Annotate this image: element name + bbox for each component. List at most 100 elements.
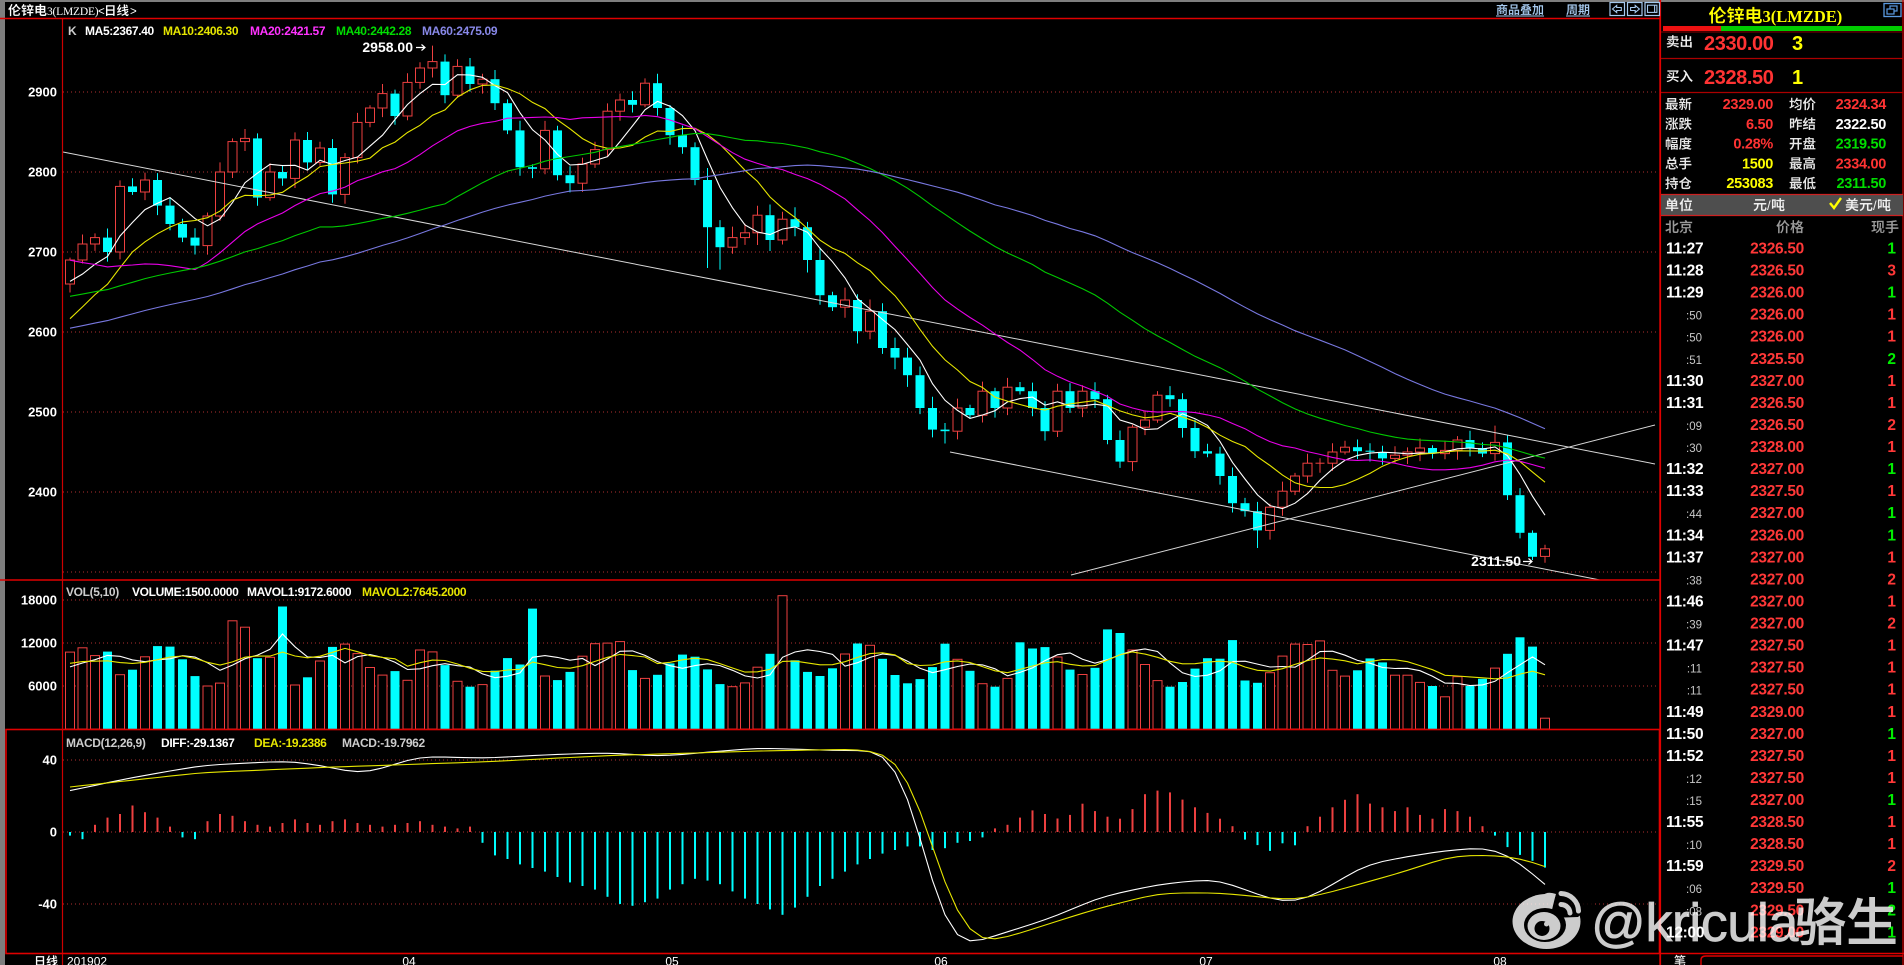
svg-text:2: 2 — [1887, 858, 1896, 875]
svg-text:12:00: 12:00 — [1666, 924, 1704, 941]
svg-text:11:31: 11:31 — [1666, 395, 1704, 412]
svg-text:VOL(5,10): VOL(5,10) — [66, 585, 119, 599]
svg-text:11:34: 11:34 — [1666, 527, 1704, 544]
svg-text:2327.00: 2327.00 — [1750, 792, 1804, 809]
svg-text:MA40:2442.28: MA40:2442.28 — [336, 24, 412, 38]
svg-text:2330.00: 2330.00 — [1704, 33, 1774, 55]
svg-text::51: :51 — [1686, 355, 1702, 367]
svg-text::38: :38 — [1686, 575, 1702, 587]
svg-text:>: > — [130, 6, 137, 18]
svg-text:1: 1 — [1887, 682, 1896, 699]
svg-text:1: 1 — [1887, 483, 1896, 500]
svg-text::11: :11 — [1687, 664, 1702, 676]
svg-text:2328.50: 2328.50 — [1750, 814, 1804, 831]
svg-text:2327.00: 2327.00 — [1750, 571, 1804, 588]
svg-text:1: 1 — [1887, 704, 1896, 721]
svg-text:11:49: 11:49 — [1666, 704, 1704, 721]
svg-text:11:28: 11:28 — [1666, 263, 1704, 280]
svg-text:11:52: 11:52 — [1666, 748, 1703, 765]
svg-text:MACD(12,26,9): MACD(12,26,9) — [66, 736, 146, 750]
svg-text:04: 04 — [402, 955, 416, 965]
svg-text:1: 1 — [1887, 549, 1896, 566]
svg-text:1: 1 — [1887, 660, 1896, 677]
svg-text:2327.50: 2327.50 — [1750, 748, 1804, 765]
svg-text:2: 2 — [1887, 351, 1896, 368]
svg-text::44: :44 — [1686, 509, 1703, 521]
svg-text:6.50: 6.50 — [1746, 117, 1773, 133]
svg-text:2327.50: 2327.50 — [1750, 660, 1804, 677]
svg-text:2327.00: 2327.00 — [1750, 616, 1804, 633]
svg-text:2329.00: 2329.00 — [1750, 924, 1804, 941]
svg-text:2900: 2900 — [28, 85, 57, 100]
svg-text:VOLUME:1500.0000: VOLUME:1500.0000 — [132, 585, 239, 599]
svg-text:253083: 253083 — [1726, 176, 1773, 192]
svg-text:2325.50: 2325.50 — [1750, 351, 1804, 368]
svg-text:2327.00: 2327.00 — [1750, 461, 1804, 478]
svg-text:3(LMZDE): 3(LMZDE) — [47, 6, 99, 18]
svg-text:1: 1 — [1887, 814, 1896, 831]
svg-text:-40: -40 — [38, 897, 57, 912]
svg-text::15: :15 — [1686, 796, 1702, 808]
svg-text:1: 1 — [1887, 792, 1896, 809]
svg-text:11:37: 11:37 — [1666, 549, 1703, 566]
svg-text:2334.00: 2334.00 — [1836, 156, 1887, 172]
svg-text:DIFF:-29.1367: DIFF:-29.1367 — [161, 736, 235, 750]
svg-text:1: 1 — [1887, 439, 1896, 456]
svg-text:MACD:-19.7962: MACD:-19.7962 — [342, 736, 425, 750]
svg-text:201902: 201902 — [67, 955, 107, 965]
svg-text:2326.50: 2326.50 — [1750, 263, 1804, 280]
svg-text:1: 1 — [1887, 836, 1896, 853]
svg-text:1: 1 — [1887, 461, 1896, 478]
svg-text:1: 1 — [1887, 638, 1896, 655]
svg-text::30: :30 — [1686, 443, 1702, 455]
svg-text:2329.50: 2329.50 — [1750, 858, 1804, 875]
svg-text:2: 2 — [1887, 417, 1896, 434]
svg-text::08: :08 — [1686, 906, 1702, 918]
svg-text:2326.50: 2326.50 — [1750, 241, 1804, 258]
svg-text:/: / — [1767, 198, 1771, 213]
svg-text:2326.00: 2326.00 — [1750, 329, 1804, 346]
svg-text::50: :50 — [1686, 333, 1702, 345]
svg-text:2329.50: 2329.50 — [1750, 902, 1804, 919]
svg-text:1: 1 — [1887, 726, 1896, 743]
svg-text:1: 1 — [1887, 770, 1896, 787]
svg-text:2600: 2600 — [28, 325, 57, 340]
svg-text:1: 1 — [1887, 395, 1896, 412]
svg-text:2326.00: 2326.00 — [1750, 307, 1804, 324]
svg-text:11:33: 11:33 — [1666, 483, 1704, 500]
svg-text:0: 0 — [50, 825, 57, 840]
svg-text:1: 1 — [1887, 285, 1896, 302]
svg-text:2327.00: 2327.00 — [1750, 549, 1804, 566]
svg-text:07: 07 — [1199, 955, 1213, 965]
svg-text:@kricula: @kricula — [1591, 893, 1799, 953]
svg-text:2700: 2700 — [28, 245, 57, 260]
svg-text:MAVOL2:7645.2000: MAVOL2:7645.2000 — [362, 585, 467, 599]
svg-text:1: 1 — [1887, 307, 1896, 324]
svg-text:11:32: 11:32 — [1666, 461, 1703, 478]
svg-text:06: 06 — [934, 955, 948, 965]
svg-text:2322.50: 2322.50 — [1836, 117, 1887, 133]
svg-text:2329.00: 2329.00 — [1723, 97, 1774, 113]
svg-text:6000: 6000 — [28, 679, 57, 694]
svg-text:18000: 18000 — [21, 593, 57, 608]
svg-text:1: 1 — [1887, 329, 1896, 346]
svg-text:2327.00: 2327.00 — [1750, 726, 1804, 743]
svg-text:2328.50: 2328.50 — [1750, 836, 1804, 853]
svg-text:11:55: 11:55 — [1666, 814, 1704, 831]
svg-text:3: 3 — [1887, 263, 1896, 280]
svg-text::09: :09 — [1686, 421, 1702, 433]
svg-text:11:27: 11:27 — [1666, 241, 1703, 258]
svg-text:1: 1 — [1792, 67, 1803, 89]
svg-text:2327.50: 2327.50 — [1750, 638, 1804, 655]
svg-text:1: 1 — [1887, 373, 1896, 390]
svg-text:40: 40 — [43, 753, 57, 768]
svg-text:DEA:-19.2386: DEA:-19.2386 — [254, 736, 327, 750]
svg-text:2327.00: 2327.00 — [1750, 594, 1804, 611]
svg-text:2311.50: 2311.50 — [1471, 553, 1521, 569]
svg-text:2327.50: 2327.50 — [1750, 770, 1804, 787]
svg-text:1: 1 — [1887, 241, 1896, 258]
svg-text:2327.00: 2327.00 — [1750, 505, 1804, 522]
svg-text:2329.50: 2329.50 — [1750, 880, 1804, 897]
svg-text:12000: 12000 — [21, 636, 57, 651]
svg-text::06: :06 — [1686, 884, 1702, 896]
